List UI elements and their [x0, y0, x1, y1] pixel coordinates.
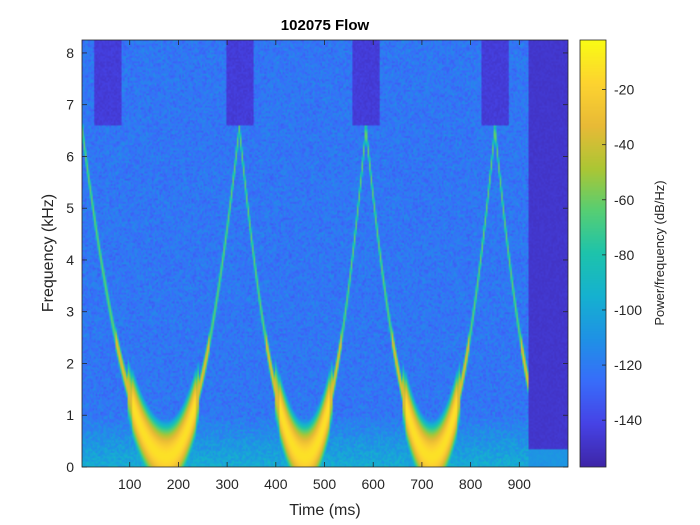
y-tick-label: 7 [66, 97, 74, 113]
colorbar-tick-label: -40 [614, 137, 634, 153]
spectrogram-heatmap [82, 40, 568, 467]
x-tick-label: 700 [410, 476, 434, 492]
plot-area: 100 200 300 400 500 600 700 800 900 0 1 2 3 4 5 6 7 8 [66, 39, 569, 492]
x-tick-label: 500 [313, 476, 337, 492]
x-tick-label: 900 [508, 476, 532, 492]
y-axis-title: Frequency (kHz) [40, 194, 57, 312]
x-tick-label: 200 [167, 476, 191, 492]
y-tick-label: 5 [66, 200, 74, 216]
y-tick-label: 6 [66, 148, 74, 164]
colorbar-tick-label: -80 [614, 247, 634, 263]
y-tick-label: 1 [66, 407, 74, 423]
chart-title: 102075 Flow [281, 17, 370, 34]
plot-frame [81, 39, 569, 468]
y-tick-label: 0 [66, 459, 74, 475]
x-tick-label: 800 [459, 476, 483, 492]
colorbar-tick-label: -100 [614, 302, 642, 318]
x-axis: 100 200 300 400 500 600 700 800 900 [118, 40, 531, 492]
y-tick-label: 8 [66, 45, 74, 61]
colorbar: -20 -40 -60 -80 -100 -120 -140 Power/frequency… [579, 39, 667, 468]
colorbar-tick-label: -140 [614, 412, 642, 428]
colorbar-ticks: -20 -40 -60 -80 -100 -120 -140 [602, 82, 642, 428]
y-axis: 0 1 2 3 4 5 6 7 8 [66, 45, 568, 475]
y-tick-label: 2 [66, 355, 74, 371]
x-tick-label: 300 [215, 476, 239, 492]
colorbar-tick-label: -60 [614, 192, 634, 208]
colorbar-frame [579, 39, 607, 468]
colorbar-tick-label: -120 [614, 357, 642, 373]
x-tick-label: 100 [118, 476, 142, 492]
x-axis-title: Time (ms) [289, 502, 360, 519]
y-tick-label: 4 [66, 252, 74, 268]
colorbar-tick-label: -20 [614, 82, 634, 98]
y-tick-label: 3 [66, 304, 74, 320]
colorbar-title: Power/frequency (dB/Hz) [652, 180, 667, 325]
x-tick-label: 400 [264, 476, 288, 492]
x-tick-label: 600 [362, 476, 386, 492]
colorbar-gradient [580, 40, 606, 467]
